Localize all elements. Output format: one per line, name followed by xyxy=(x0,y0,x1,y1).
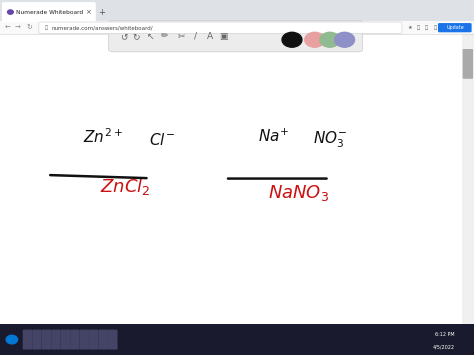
FancyBboxPatch shape xyxy=(51,329,61,350)
Text: 👤: 👤 xyxy=(434,25,437,30)
Circle shape xyxy=(6,335,18,344)
Text: ↖: ↖ xyxy=(146,32,154,41)
Text: $\mathit{Na}$$\mathit{NO}_3$: $\mathit{Na}$$\mathit{NO}_3$ xyxy=(268,184,329,203)
Text: 🔒: 🔒 xyxy=(45,25,48,30)
Text: 🧩: 🧩 xyxy=(425,25,428,30)
Text: ✂: ✂ xyxy=(177,32,185,41)
Text: Numerade Whiteboard: Numerade Whiteboard xyxy=(16,10,83,15)
Text: numerade.com/answers/whiteboard/: numerade.com/answers/whiteboard/ xyxy=(51,25,153,30)
Text: A: A xyxy=(207,32,212,41)
Text: $\mathit{Na}^{+}$: $\mathit{Na}^{+}$ xyxy=(258,128,290,145)
FancyBboxPatch shape xyxy=(70,329,80,350)
FancyBboxPatch shape xyxy=(42,329,51,350)
FancyBboxPatch shape xyxy=(99,329,108,350)
FancyBboxPatch shape xyxy=(89,329,99,350)
Text: $\mathit{NO}_3^{-}$: $\mathit{NO}_3^{-}$ xyxy=(313,130,347,151)
Text: 6:12 PM: 6:12 PM xyxy=(436,332,455,337)
Text: /: / xyxy=(194,32,197,41)
FancyBboxPatch shape xyxy=(463,49,473,79)
FancyBboxPatch shape xyxy=(438,23,472,32)
Text: 4/5/2022: 4/5/2022 xyxy=(433,345,455,350)
FancyBboxPatch shape xyxy=(80,329,89,350)
Text: →: → xyxy=(15,24,21,30)
Text: ↻: ↻ xyxy=(132,32,140,41)
Text: $\mathit{Zn}^{2+}$: $\mathit{Zn}^{2+}$ xyxy=(83,127,123,146)
Circle shape xyxy=(282,32,302,47)
Text: Update: Update xyxy=(446,25,464,30)
Text: ★: ★ xyxy=(408,25,412,30)
FancyBboxPatch shape xyxy=(61,329,70,350)
FancyBboxPatch shape xyxy=(0,21,474,34)
Text: ✏: ✏ xyxy=(161,32,168,41)
FancyBboxPatch shape xyxy=(109,21,363,52)
FancyBboxPatch shape xyxy=(0,0,474,23)
FancyBboxPatch shape xyxy=(108,329,118,350)
FancyBboxPatch shape xyxy=(32,329,42,350)
Text: $\mathit{Cl}^{-}$: $\mathit{Cl}^{-}$ xyxy=(149,132,175,148)
FancyBboxPatch shape xyxy=(0,324,474,355)
Text: ⭐: ⭐ xyxy=(417,25,420,30)
Circle shape xyxy=(320,32,340,47)
Text: $\mathit{Zn}$$\mathit{Cl}_2$: $\mathit{Zn}$$\mathit{Cl}_2$ xyxy=(100,176,150,197)
FancyBboxPatch shape xyxy=(2,2,96,22)
Circle shape xyxy=(305,32,325,47)
Text: +: + xyxy=(99,7,105,17)
Text: ↺: ↺ xyxy=(120,32,128,41)
Text: ↻: ↻ xyxy=(27,24,32,30)
Text: ▣: ▣ xyxy=(219,32,228,41)
Text: ←: ← xyxy=(4,24,10,30)
Circle shape xyxy=(8,10,13,14)
FancyBboxPatch shape xyxy=(23,329,32,350)
Text: ×: × xyxy=(85,9,91,15)
FancyBboxPatch shape xyxy=(39,22,402,33)
FancyBboxPatch shape xyxy=(462,34,474,324)
Circle shape xyxy=(335,32,355,47)
FancyBboxPatch shape xyxy=(0,34,474,324)
